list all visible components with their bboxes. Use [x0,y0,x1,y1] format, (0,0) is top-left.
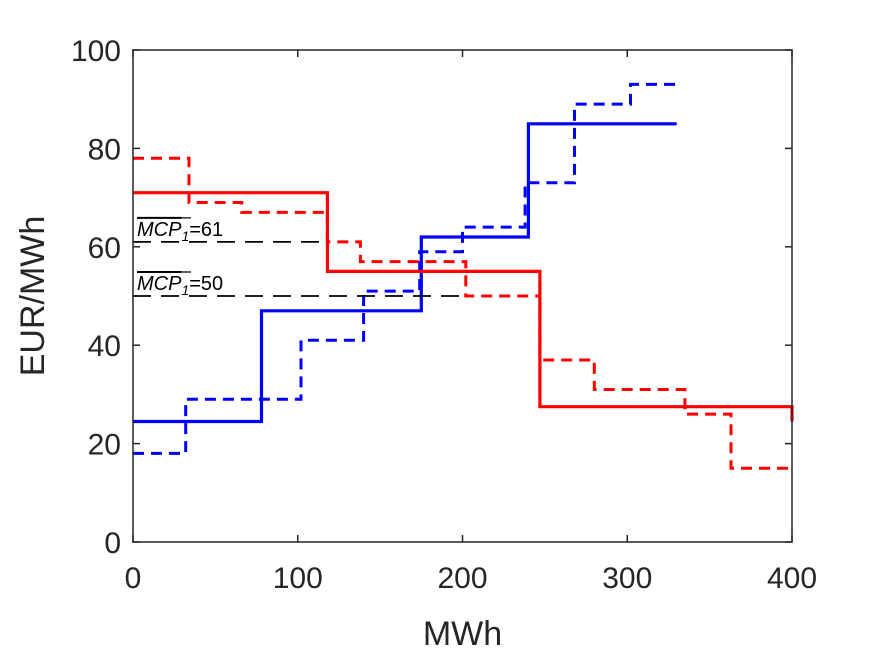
reference-label-mcp-61: MCP1=61 [137,219,223,244]
x-axis-label: MWh [423,615,502,653]
x-tick-label: 400 [767,562,817,595]
x-tick-label: 300 [602,562,652,595]
series-line-supply-dashed [133,82,677,455]
x-tick-label: 100 [273,562,323,595]
series-line-demand-dashed [133,156,792,470]
x-tick-label: 200 [437,562,487,595]
series-layer [133,82,794,470]
y-tick-label: 100 [71,35,121,68]
series-line-demand-solid [133,191,794,422]
y-tick-label: 80 [88,133,121,166]
y-tick-label: 40 [88,330,121,363]
series-line-supply-solid [133,122,677,424]
y-axis-label: EUR/MWh [14,216,52,377]
y-tick-label: 0 [104,527,121,560]
y-tick-label: 60 [88,232,121,265]
reference-label-mcp-50: MCP1=50 [137,273,223,298]
reference-lines-layer: MCP1=61 MCP1=50 [133,217,463,298]
x-tick-label: 0 [125,562,142,595]
ticks-layer: 0 100 200 300 400 0 20 40 60 80 100 [71,35,817,595]
y-tick-label: 20 [88,429,121,462]
